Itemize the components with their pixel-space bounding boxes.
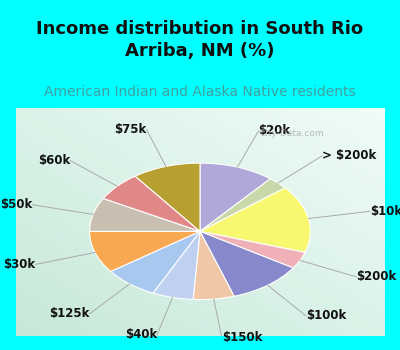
- Text: $20k: $20k: [258, 124, 291, 137]
- Text: $50k: $50k: [0, 198, 32, 211]
- Wedge shape: [153, 231, 200, 300]
- Text: $40k: $40k: [125, 328, 157, 341]
- Text: $150k: $150k: [222, 331, 262, 344]
- Text: Income distribution in South Rio
Arriba, NM (%): Income distribution in South Rio Arriba,…: [36, 20, 364, 60]
- Wedge shape: [90, 198, 200, 231]
- Wedge shape: [200, 231, 293, 296]
- Text: > $200k: > $200k: [322, 149, 376, 162]
- Wedge shape: [200, 231, 305, 268]
- Wedge shape: [200, 188, 310, 252]
- Wedge shape: [90, 231, 200, 272]
- Text: $30k: $30k: [3, 258, 36, 271]
- Wedge shape: [200, 179, 285, 231]
- Text: $200k: $200k: [356, 271, 397, 284]
- Wedge shape: [200, 163, 270, 231]
- Text: American Indian and Alaska Native residents: American Indian and Alaska Native reside…: [44, 85, 356, 99]
- Text: $60k: $60k: [38, 154, 70, 167]
- Wedge shape: [111, 231, 200, 293]
- Text: $75k: $75k: [114, 123, 146, 136]
- Text: City-Data.com: City-Data.com: [260, 129, 324, 138]
- Wedge shape: [193, 231, 234, 300]
- Wedge shape: [135, 163, 200, 231]
- Text: $10k: $10k: [370, 205, 400, 218]
- Wedge shape: [103, 176, 200, 231]
- Text: $100k: $100k: [306, 309, 346, 322]
- Text: $125k: $125k: [49, 307, 90, 320]
